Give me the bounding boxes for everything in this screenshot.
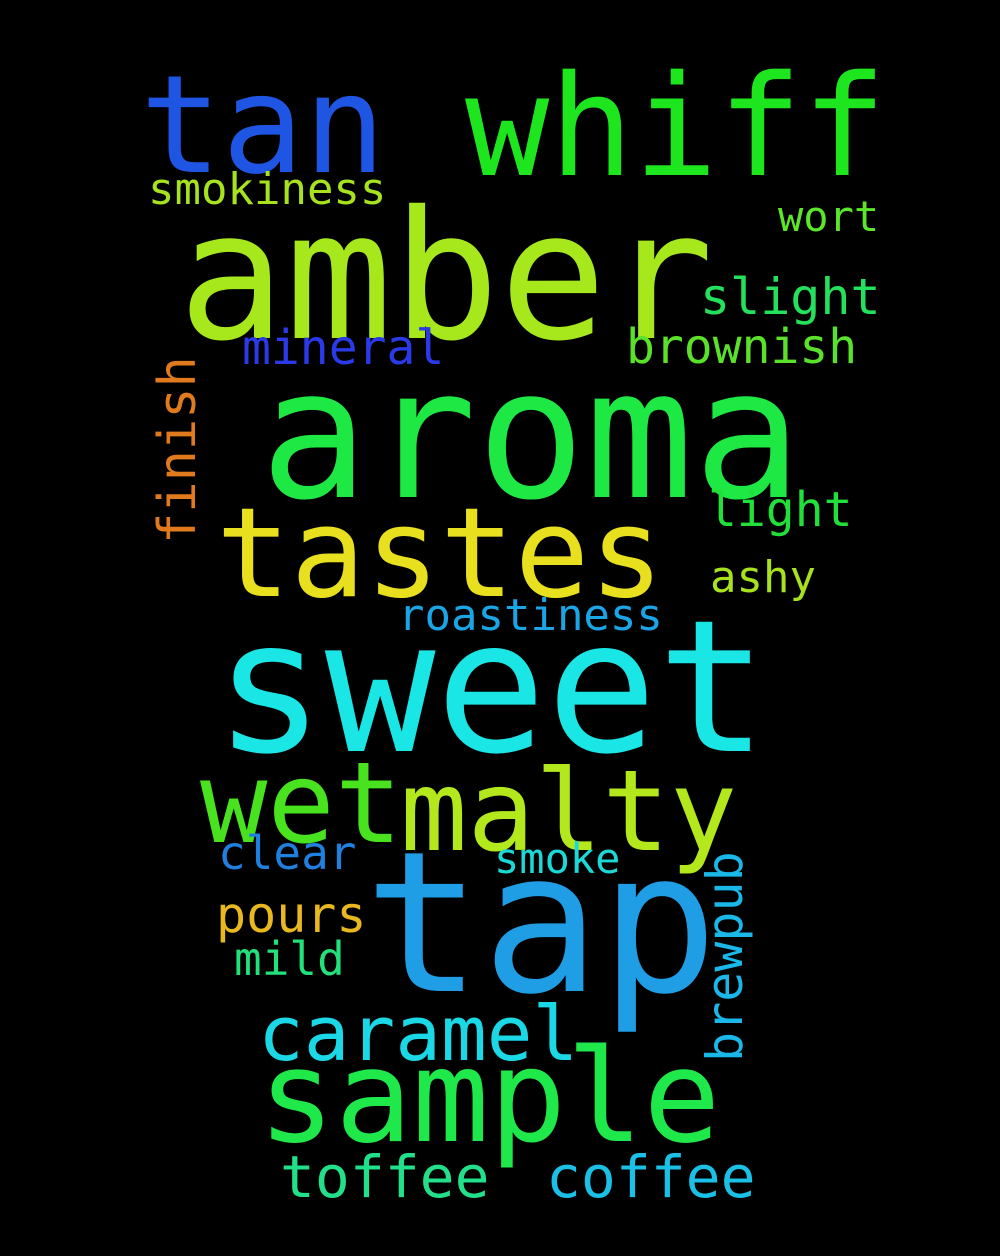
word-sweet: sweet <box>214 581 768 795</box>
word-wet: wet <box>200 739 403 869</box>
word-wort: wort <box>778 192 880 241</box>
word-smoke: smoke <box>494 834 621 883</box>
word-toffee: toffee <box>280 1143 490 1211</box>
word-clear: clear <box>218 826 357 880</box>
word-sample: sample <box>258 1023 721 1172</box>
word-coffee: coffee <box>546 1143 756 1211</box>
word-slight: slight <box>700 268 881 326</box>
word-malty: malty <box>400 747 738 877</box>
word-ashy: ashy <box>710 552 816 603</box>
word-tap: tap <box>364 810 719 1038</box>
word-amber: amber <box>178 173 714 380</box>
word-caramel: caramel <box>258 989 579 1078</box>
word-tan: tan <box>140 47 386 205</box>
word-roastiness: roastiness <box>398 590 663 641</box>
word-mild: mild <box>234 932 345 986</box>
word-aroma: aroma <box>260 331 802 540</box>
word-tastes: tastes <box>216 482 664 626</box>
word-finish: finish <box>148 356 208 544</box>
word-whiff: whiff <box>465 46 887 209</box>
word-mineral: mineral <box>242 320 445 376</box>
word-pours: pours <box>216 886 367 944</box>
word-brownish: brownish <box>626 319 858 375</box>
word-light: light <box>708 482 853 538</box>
word-smokiness: smokiness <box>148 164 387 215</box>
